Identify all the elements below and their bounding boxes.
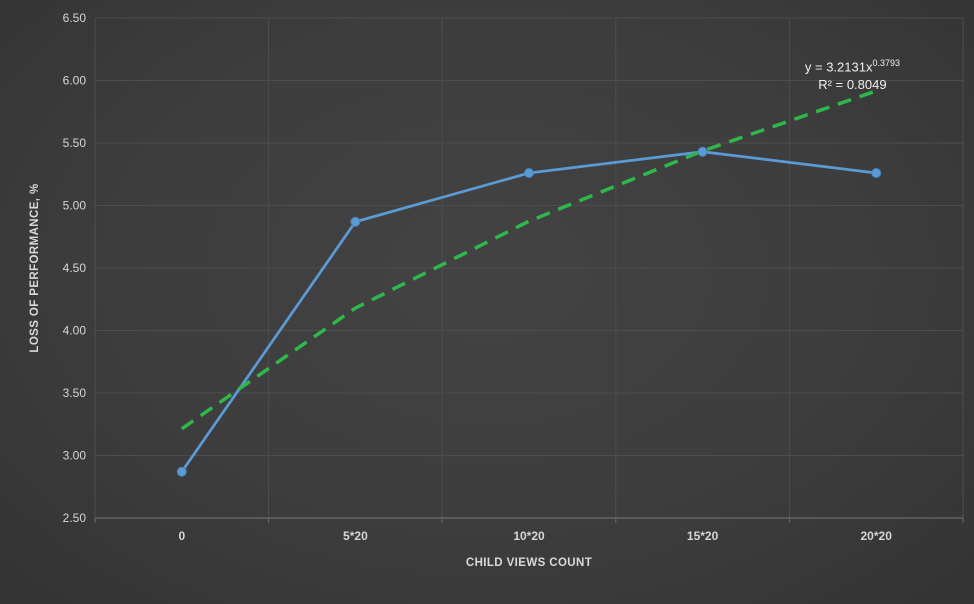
data-point-marker xyxy=(697,146,708,157)
x-tick-label: 0 xyxy=(178,529,185,543)
data-point-marker xyxy=(350,216,361,227)
x-tick-label: 5*20 xyxy=(343,529,368,543)
y-tick-label: 6.00 xyxy=(63,74,87,88)
equation-exponent: 0.3793 xyxy=(872,58,900,68)
y-axis-title: LOSS OF PERFORMANCE, % xyxy=(29,183,41,353)
series-line-loss-of-performance xyxy=(180,150,877,473)
y-tick-label: 3.50 xyxy=(63,386,87,400)
trendline-annotation: y = 3.2131x0.3793 R² = 0.8049 xyxy=(805,54,900,94)
x-axis-title: CHILD VIEWS COUNT xyxy=(465,557,593,569)
r-squared-label: R² = 0.8049 xyxy=(818,77,887,93)
y-tick-label: 5.50 xyxy=(63,136,87,150)
x-tick-label: 10*20 xyxy=(513,529,545,543)
x-tick-label: 20*20 xyxy=(861,529,893,543)
x-tick-label: 15*20 xyxy=(687,529,719,543)
trendline-equation: y = 3.2131x0.3793 xyxy=(805,54,900,76)
y-tick-label: 4.00 xyxy=(63,324,87,338)
y-tick-label: 5.00 xyxy=(63,199,87,213)
y-tick-label: 3.00 xyxy=(63,449,87,463)
y-tick-label: 4.50 xyxy=(63,261,87,275)
data-point-marker xyxy=(871,168,882,178)
data-point-marker xyxy=(176,466,187,477)
equation-base: y = 3.2131x xyxy=(804,59,873,75)
data-point-marker xyxy=(524,168,534,178)
series-line-power-trendline xyxy=(180,89,877,431)
y-tick-label: 6.50 xyxy=(63,11,87,25)
y-tick-label: 2.50 xyxy=(63,511,87,525)
